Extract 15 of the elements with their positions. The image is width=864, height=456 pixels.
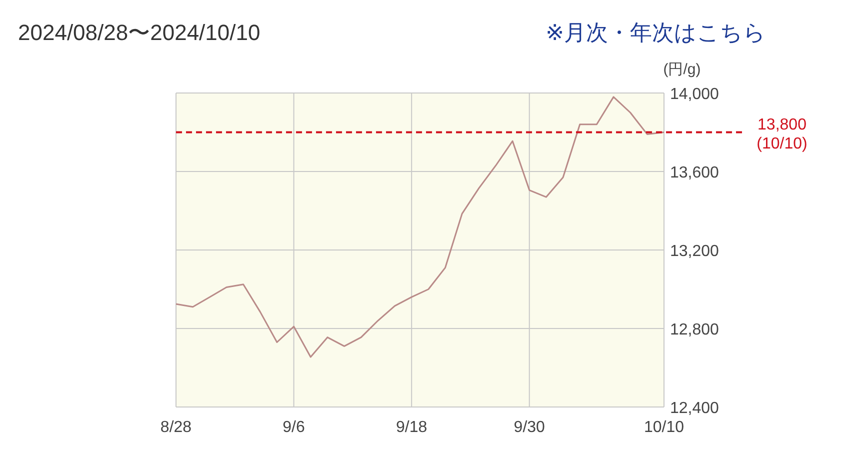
x-tick-label: 9/6 xyxy=(282,419,306,436)
y-tick-label: 13,200 xyxy=(670,243,720,260)
y-tick-label: 14,000 xyxy=(670,86,720,103)
x-tick-label: 9/18 xyxy=(396,419,428,436)
y-axis-title: (円/g) xyxy=(663,61,701,78)
x-tick-label: 9/30 xyxy=(514,419,546,436)
y-tick-label: 13,600 xyxy=(670,164,720,182)
x-tick-label: 10/10 xyxy=(644,419,684,436)
chart-title: 2024/08/28〜2024/10/10 xyxy=(18,20,260,45)
ref-line-label: 13,800 (10/10) xyxy=(756,116,808,152)
y-tick-label: 12,800 xyxy=(670,322,720,338)
line-series xyxy=(175,96,665,358)
x-tick-label: 8/28 xyxy=(160,419,192,436)
text: ※月次・年次はこちら xyxy=(546,20,766,45)
y-tick-label: 12,400 xyxy=(670,400,720,417)
